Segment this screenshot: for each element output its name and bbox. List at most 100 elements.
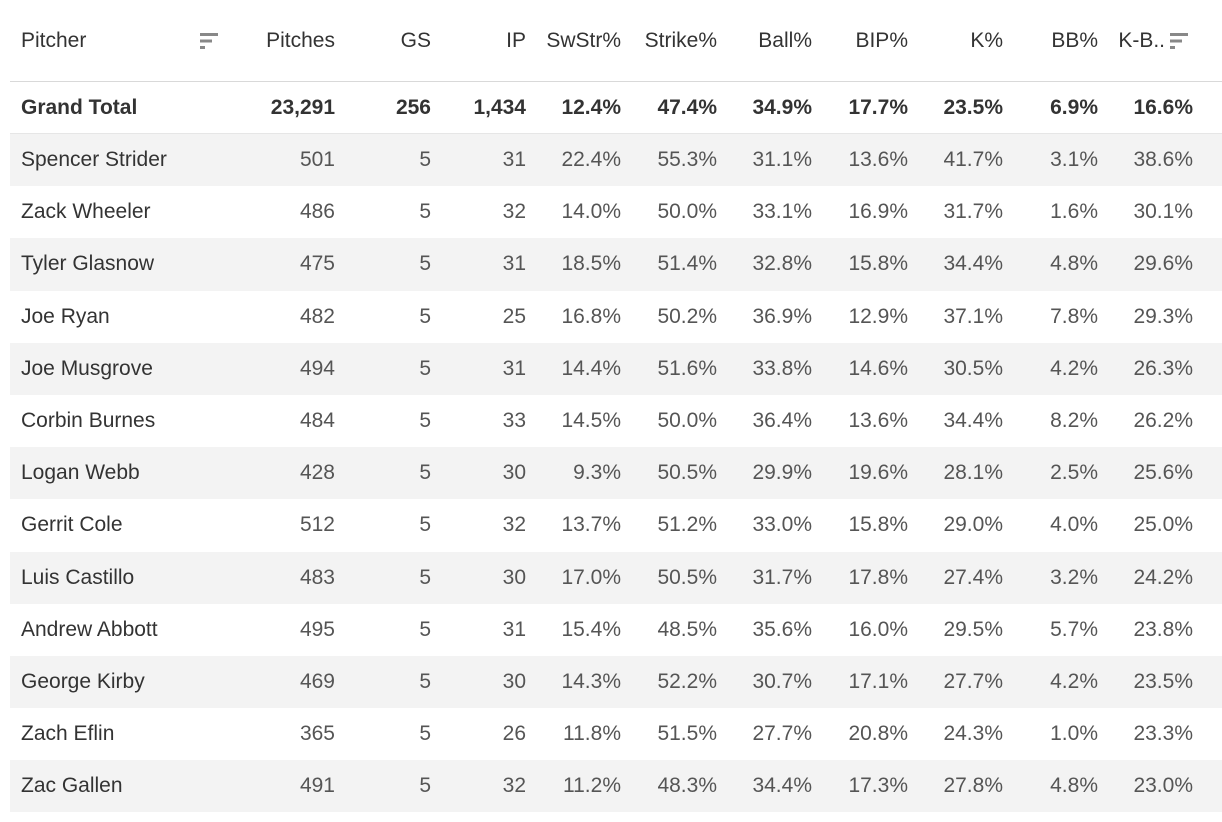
- swstr-cell: 11.8%: [563, 722, 621, 746]
- column-header-pitches[interactable]: Pitches: [266, 28, 335, 52]
- kbb-cell: 30.1%: [1133, 200, 1193, 224]
- column-header-label: Pitcher: [21, 28, 87, 52]
- ball-cell: 36.9%: [752, 304, 812, 328]
- column-header-swstr[interactable]: SwStr%: [546, 28, 621, 52]
- table-row[interactable]: Tyler Glasnow 475 5 31 18.5% 51.4% 32.8% 15.8% 3…: [10, 238, 1222, 291]
- swstr-cell: 11.2%: [563, 774, 621, 798]
- total-kbb: 16.6%: [1133, 95, 1193, 119]
- ball-cell: 30.7%: [752, 669, 812, 693]
- column-header-strike[interactable]: Strike%: [644, 28, 717, 52]
- swstr-cell: 14.0%: [561, 200, 621, 224]
- column-header-gs[interactable]: GS: [400, 28, 431, 52]
- strike-cell: 50.0%: [657, 409, 717, 433]
- k-cell: 37.1%: [943, 304, 1003, 328]
- table-row[interactable]: Joe Musgrove 494 5 31 14.4% 51.6% 33.8% 14.6% 30…: [10, 342, 1222, 395]
- kbb-cell: 25.0%: [1133, 513, 1193, 537]
- ball-cell: 33.8%: [752, 356, 812, 380]
- ball-cell: 31.1%: [752, 148, 812, 172]
- bip-cell: 15.8%: [848, 513, 908, 537]
- k-cell: 31.7%: [943, 200, 1003, 224]
- k-cell: 34.4%: [943, 409, 1003, 433]
- bip-cell: 16.9%: [848, 200, 908, 224]
- strike-cell: 48.5%: [657, 617, 717, 641]
- column-header-label: K-B..: [1118, 28, 1165, 52]
- bip-cell: 17.3%: [848, 774, 908, 798]
- bip-cell: 12.9%: [848, 304, 908, 328]
- gs-cell: 5: [419, 252, 431, 276]
- bip-cell: 17.1%: [848, 669, 908, 693]
- table-row[interactable]: Spencer Strider 501 5 31 22.4% 55.3% 31.1% 13.6…: [10, 134, 1222, 187]
- total-strike: 47.4%: [657, 95, 717, 119]
- pitcher-name-cell: Joe Musgrove: [21, 356, 153, 380]
- gs-cell: 5: [419, 565, 431, 589]
- kbb-cell: 23.5%: [1133, 669, 1193, 693]
- table-row[interactable]: Gerrit Cole 512 5 32 13.7% 51.2% 33.0% 15.8% 29.…: [10, 499, 1222, 551]
- table-row[interactable]: Corbin Burnes 484 5 33 14.5% 50.0% 36.4% 13.6% 3…: [10, 395, 1222, 447]
- kbb-cell: 23.0%: [1133, 774, 1193, 798]
- pitcher-name-cell: Logan Webb: [21, 461, 140, 485]
- strike-cell: 55.3%: [657, 148, 717, 172]
- sort-descending-icon[interactable]: [199, 31, 219, 51]
- column-header-kbb[interactable]: K-B..: [1098, 29, 1193, 53]
- gs-cell: 5: [419, 148, 431, 172]
- table-row[interactable]: Luis Castillo 483 5 30 17.0% 50.5% 31.7% 17.8% 2…: [10, 551, 1222, 604]
- pitches-cell: 365: [299, 722, 335, 746]
- ball-cell: 31.7%: [752, 565, 812, 589]
- ip-cell: 26: [502, 722, 526, 746]
- table-row[interactable]: Zack Wheeler 486 5 32 14.0% 50.0% 33.1% 16.9% 31…: [10, 186, 1222, 238]
- k-cell: 27.7%: [943, 669, 1003, 693]
- column-header-ball[interactable]: Ball%: [758, 28, 812, 52]
- swstr-cell: 15.4%: [561, 617, 621, 641]
- k-cell: 29.5%: [943, 617, 1003, 641]
- total-swstr: 12.4%: [561, 95, 621, 119]
- swstr-cell: 17.0%: [561, 565, 621, 589]
- bb-cell: 4.8%: [1050, 252, 1098, 276]
- bb-cell: 2.5%: [1050, 461, 1098, 485]
- kbb-cell: 29.3%: [1133, 304, 1193, 328]
- ip-cell: 31: [502, 356, 526, 380]
- pitches-cell: 428: [299, 461, 335, 485]
- kbb-cell: 23.3%: [1133, 722, 1193, 746]
- gs-cell: 5: [419, 304, 431, 328]
- pitcher-name-cell: Corbin Burnes: [21, 409, 156, 433]
- bip-cell: 17.8%: [848, 565, 908, 589]
- kbb-cell: 38.6%: [1133, 148, 1193, 172]
- strike-cell: 52.2%: [657, 669, 717, 693]
- table-row[interactable]: Andrew Abbott 495 5 31 15.4% 48.5% 35.6% 16.0% 2…: [10, 604, 1222, 656]
- pitcher-name-cell: Zack Wheeler: [21, 200, 151, 224]
- bb-cell: 1.0%: [1050, 722, 1098, 746]
- table-row[interactable]: George Kirby 469 5 30 14.3% 52.2% 30.7% 17.1% 27…: [10, 655, 1222, 709]
- pitches-cell: 484: [299, 409, 335, 433]
- sort-descending-icon[interactable]: [1169, 31, 1189, 51]
- ip-cell: 30: [502, 669, 526, 693]
- pitches-cell: 491: [299, 774, 335, 798]
- k-cell: 30.5%: [943, 356, 1003, 380]
- pitcher-name-cell: Joe Ryan: [21, 304, 110, 328]
- k-cell: 27.8%: [943, 774, 1003, 798]
- total-pitches: 23,291: [270, 95, 335, 119]
- ball-cell: 27.7%: [752, 722, 812, 746]
- bip-cell: 16.0%: [848, 617, 908, 641]
- table-row[interactable]: Zac Gallen 491 5 32 11.2% 48.3% 34.4% 17.3% 27.8…: [10, 760, 1222, 813]
- table-row[interactable]: Joe Ryan 482 5 25 16.8% 50.2% 36.9% 12.9% 37.1% 7…: [10, 291, 1222, 343]
- table-row[interactable]: Logan Webb 428 5 30 9.3% 50.5% 29.9% 19.6% 28.1%…: [10, 447, 1222, 500]
- table-row[interactable]: Zach Eflin 365 5 26 11.8% 51.5% 27.7% 20.8% 24.3…: [10, 708, 1222, 760]
- column-header-pitcher[interactable]: Pitcher: [10, 29, 240, 53]
- pitches-cell: 501: [299, 148, 335, 172]
- pitcher-name-cell: Luis Castillo: [21, 565, 135, 589]
- ball-cell: 36.4%: [752, 409, 812, 433]
- bb-cell: 1.6%: [1050, 200, 1098, 224]
- column-header-bip[interactable]: BIP%: [855, 28, 908, 52]
- ip-cell: 32: [502, 200, 526, 224]
- column-header-bb[interactable]: BB%: [1051, 28, 1098, 52]
- pitches-cell: 482: [299, 304, 335, 328]
- ball-cell: 33.1%: [752, 200, 812, 224]
- ip-cell: 31: [502, 617, 526, 641]
- column-header-ip[interactable]: IP: [506, 28, 526, 52]
- gs-cell: 5: [419, 461, 431, 485]
- pitches-cell: 495: [299, 617, 335, 641]
- gs-cell: 5: [419, 722, 431, 746]
- swstr-cell: 22.4%: [561, 148, 621, 172]
- pitches-cell: 475: [299, 252, 335, 276]
- column-header-k[interactable]: K%: [970, 28, 1003, 52]
